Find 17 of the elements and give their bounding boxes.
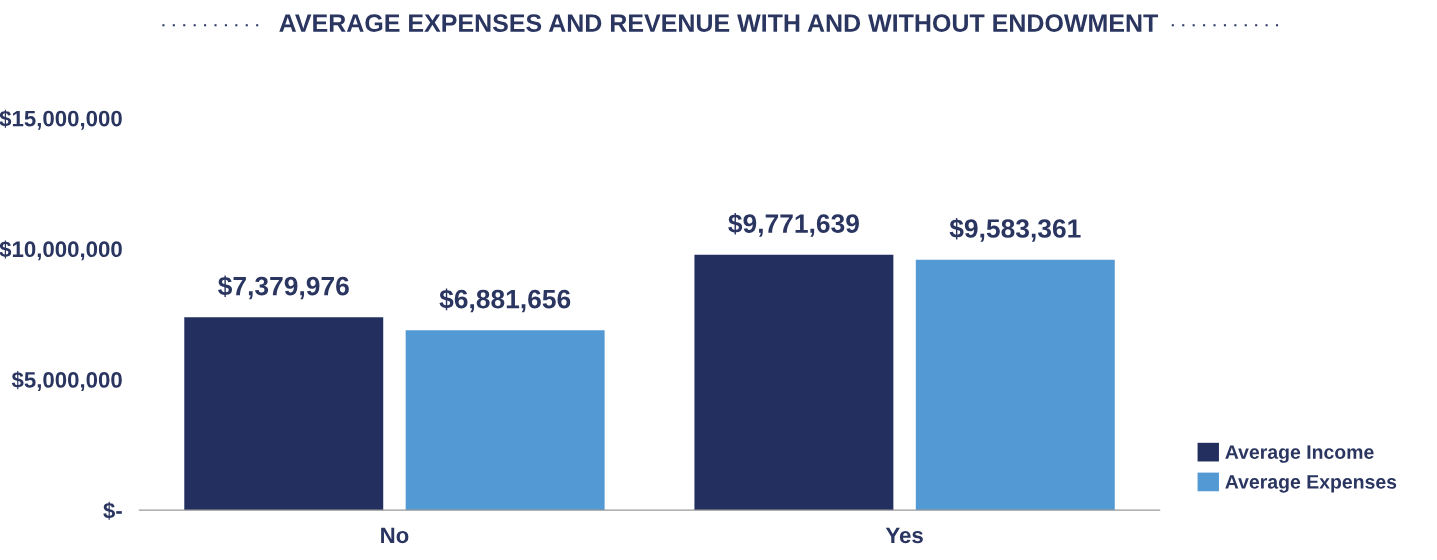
y-tick-label: $5,000,000 bbox=[11, 371, 122, 391]
text: $9,771,639 bbox=[728, 213, 859, 237]
bar bbox=[915, 259, 1115, 511]
text: $7,379,976 bbox=[218, 275, 349, 300]
y-tick-label: $10,000,000 bbox=[0, 240, 122, 261]
legend-label: Average Expenses bbox=[1225, 475, 1397, 493]
bar bbox=[405, 330, 605, 511]
bar bbox=[184, 317, 384, 511]
bar bbox=[694, 254, 894, 511]
text: $6,881,656 bbox=[439, 288, 571, 313]
chart-title: AVERAGE EXPENSES AND REVENUE WITH AND WITHOUT ENDOWMENT bbox=[279, 14, 1159, 32]
y-tick-label: $15,000,000 bbox=[0, 109, 122, 130]
x-tick-label: No bbox=[381, 527, 409, 544]
x-tick-label: Yes bbox=[885, 527, 923, 544]
legend-label: Average Income bbox=[1225, 445, 1374, 463]
y-tick-label: $- bbox=[103, 501, 122, 520]
text: $9,583,361 bbox=[949, 217, 1081, 242]
